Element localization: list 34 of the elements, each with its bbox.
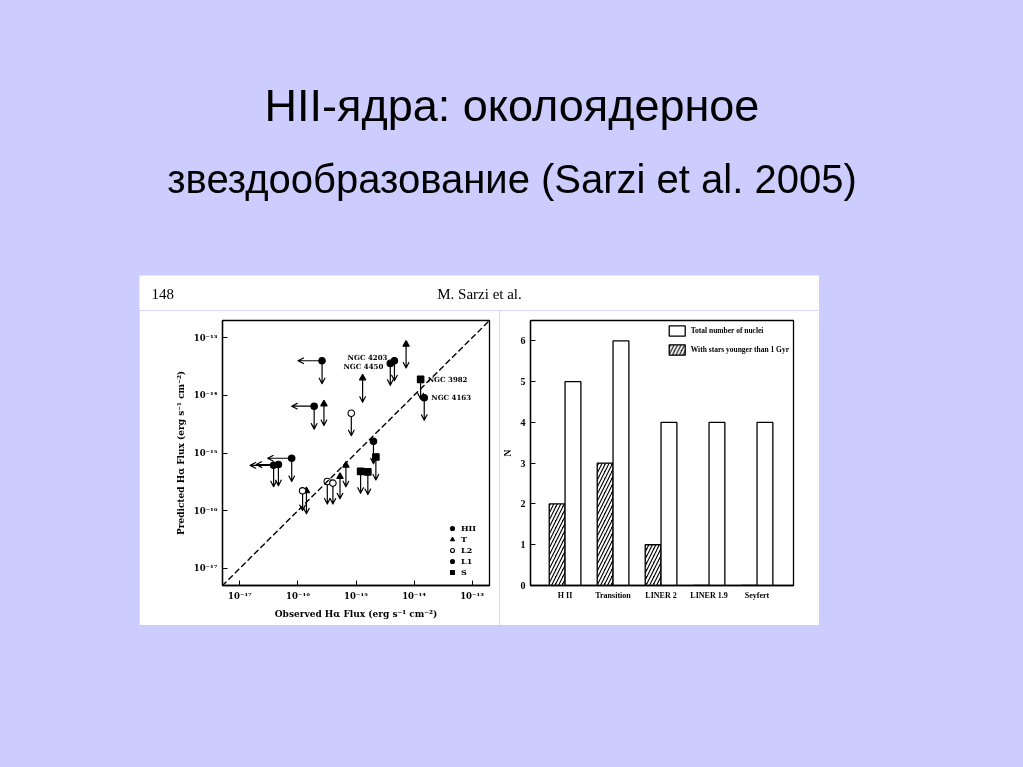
legend-label: S [461, 567, 468, 577]
y-tick-label: 3 [520, 457, 526, 469]
x-tick-label: LINER 2 [645, 590, 677, 600]
x-tick-label: 10⁻¹³ [460, 590, 485, 601]
y-axis-title: Predicted Hα Flux (erg s⁻¹ cm⁻²) [175, 370, 186, 536]
legend-label: T [461, 534, 468, 544]
y-tick-label: 0 [520, 580, 526, 591]
y-axis-title: N [502, 449, 513, 457]
y-tick-label: 10⁻¹³ [193, 332, 218, 343]
text: 148 [151, 285, 174, 302]
y-tick-label: 10⁻¹⁶ [193, 505, 218, 516]
y-tick-label: 6 [520, 335, 526, 347]
y-tick-label: 10⁻¹⁷ [193, 563, 218, 574]
x-tick-label: 10⁻¹⁶ [286, 590, 311, 601]
y-tick-label: 2 [520, 498, 526, 510]
text: M. Sarzi et al. [437, 285, 522, 302]
legend-label: L1 [461, 556, 474, 566]
y-tick-label: 10⁻¹⁴ [193, 390, 218, 401]
y-tick-label: 5 [520, 376, 526, 388]
legend-label: L2 [461, 545, 474, 555]
x-tick-label: H II [557, 590, 573, 600]
x-tick-label: 10⁻¹⁴ [402, 590, 427, 601]
y-tick-label: 10⁻¹⁵ [193, 448, 218, 458]
chart-title: HII-ядра: околоядерное [264, 80, 760, 131]
x-tick-label: Seyfert [744, 590, 770, 600]
y-tick-label: 4 [520, 416, 526, 428]
chart-subtitle: звездообразование (Sarzi et al. 2005) [167, 156, 857, 201]
x-tick-label: Transition [595, 590, 632, 600]
x-tick-label: 10⁻¹⁷ [228, 590, 253, 601]
y-tick-label: 1 [520, 539, 526, 551]
x-tick-label: 10⁻¹⁵ [344, 590, 369, 601]
x-tick-label: LINER 1.9 [690, 590, 728, 600]
legend-label: HII [461, 523, 478, 533]
x-axis-title: Observed Hα Flux (erg s⁻¹ cm⁻²) [274, 608, 438, 619]
